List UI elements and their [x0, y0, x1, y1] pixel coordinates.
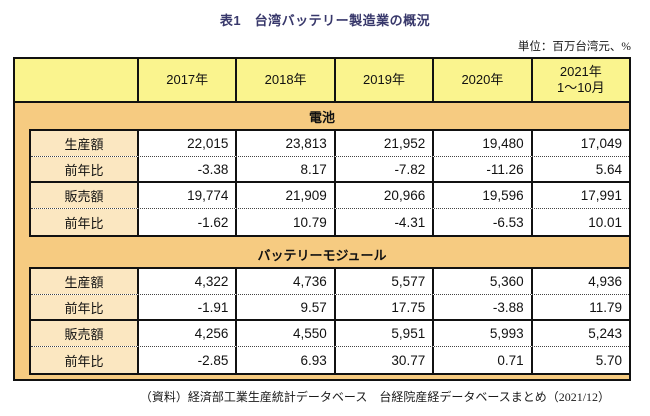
value-cell: 5.70 [595, 352, 623, 368]
col-header-2020: 2020年 [434, 59, 533, 101]
value-cell: 5,360 [434, 269, 533, 294]
row-label: 生産額 [31, 131, 139, 156]
table-row: 販売額 4,256 4,550 5,951 5,993 5,243 [31, 321, 629, 347]
section-band-battery: 電池 [308, 109, 335, 125]
value-cell: -3.88 [434, 295, 533, 319]
row-label: 前年比 [31, 157, 139, 181]
value-cell: 5,243 [588, 326, 623, 341]
value-cell: -3.38 [139, 157, 238, 181]
value-cell: 5.64 [595, 161, 623, 177]
value-cell: 17,049 [580, 136, 623, 151]
value-cell: 0.71 [434, 347, 533, 373]
section-band-battery-module: バッテリーモジュール [257, 247, 387, 263]
row-label: 前年比 [31, 295, 139, 319]
section-table-battery: 生産額 22,015 23,813 21,952 19,480 17,049 前… [29, 129, 629, 237]
value-cell: 30.77 [336, 347, 435, 373]
value-cell: 4,736 [237, 269, 336, 294]
col-header-2019: 2019年 [335, 59, 435, 101]
section-table-battery-module: 生産額 4,322 4,736 5,577 5,360 4,936 前年比 -1… [29, 267, 629, 375]
value-cell: 21,909 [237, 183, 336, 208]
value-cell: 5,577 [336, 269, 435, 294]
value-cell: -1.62 [139, 209, 238, 235]
value-cell: -4.31 [336, 209, 435, 235]
value-cell: 17.75 [336, 295, 435, 319]
row-label: 前年比 [31, 209, 139, 235]
table-row: 前年比 -1.91 9.57 17.75 -3.88 11.79 [31, 295, 629, 321]
value-cell: 20,966 [336, 183, 435, 208]
unit-note: 単位：百万台湾元、% [517, 41, 631, 53]
table-row: 生産額 22,015 23,813 21,952 19,480 17,049 [31, 131, 629, 157]
table-row: 前年比 -3.38 8.17 -7.82 -11.26 5.64 [31, 157, 629, 183]
value-cell: 4,256 [139, 321, 238, 346]
stats-table: 2017年 2018年 2019年 2020年 2021年 1～10月 電池 生… [13, 57, 631, 381]
value-cell: 5,993 [434, 321, 533, 346]
value-cell: 23,813 [237, 131, 336, 156]
row-label: 販売額 [31, 183, 139, 208]
value-cell: -11.26 [434, 157, 533, 181]
value-cell: -6.53 [434, 209, 533, 235]
col-header-2021-line2: 1～10月 [556, 80, 605, 95]
value-cell: 4,550 [237, 321, 336, 346]
value-cell: 11.79 [589, 299, 623, 315]
value-cell: 22,015 [139, 131, 238, 156]
value-cell: 4,322 [139, 269, 238, 294]
value-cell: 21,952 [336, 131, 435, 156]
value-cell: 10.79 [237, 209, 336, 235]
source-note: （資料）経済部工業生産統計データベース 台経院産経データベースまとめ（2021/… [139, 390, 611, 404]
table-header-row: 2017年 2018年 2019年 2020年 2021年 1～10月 [15, 59, 630, 103]
table-row: 販売額 19,774 21,909 20,966 19,596 17,991 [31, 183, 629, 209]
row-label: 前年比 [31, 347, 139, 373]
value-cell: 5,951 [336, 321, 435, 346]
value-cell: 19,596 [434, 183, 533, 208]
col-header-2021: 2021年 1～10月 [532, 59, 630, 101]
value-cell: 17,991 [580, 188, 623, 203]
header-corner-cell [15, 59, 139, 101]
value-cell: 19,480 [434, 131, 533, 156]
table-row: 生産額 4,322 4,736 5,577 5,360 4,936 [31, 269, 629, 295]
value-cell: 9.57 [237, 295, 336, 319]
table-row: 前年比 -2.85 6.93 30.77 0.71 5.70 [31, 347, 629, 373]
row-label: 生産額 [31, 269, 139, 294]
col-header-2018: 2018年 [237, 59, 336, 101]
row-label: 販売額 [31, 321, 139, 346]
value-cell: 19,774 [139, 183, 238, 208]
value-cell: 8.17 [237, 157, 336, 181]
value-cell: -7.82 [336, 157, 435, 181]
col-header-2021-line1: 2021年 [559, 64, 602, 79]
value-cell: -2.85 [139, 347, 238, 373]
value-cell: -1.91 [139, 295, 238, 319]
table-row: 前年比 -1.62 10.79 -4.31 -6.53 10.01 [31, 209, 629, 235]
value-cell: 10.01 [588, 214, 623, 230]
value-cell: 6.93 [237, 347, 336, 373]
col-header-2017: 2017年 [139, 59, 238, 101]
value-cell: 4,936 [588, 274, 623, 289]
page-title: 表1 台湾バッテリー製造業の概況 [219, 13, 431, 28]
